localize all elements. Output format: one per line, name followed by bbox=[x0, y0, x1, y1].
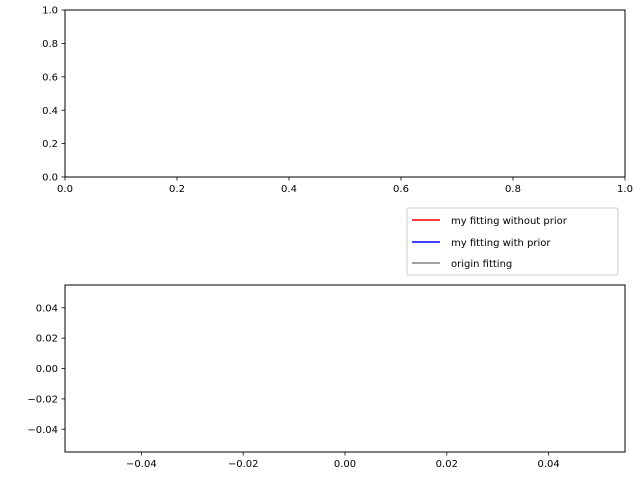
bottom-axes-y-ticks: −0.04 −0.02 0.00 0.02 0.04 bbox=[27, 303, 65, 436]
x-tick-label: 0.0 bbox=[57, 184, 73, 195]
y-tick-label: 0.2 bbox=[42, 139, 58, 150]
legend-entry: my fitting with prior bbox=[412, 238, 551, 249]
x-tick-label: −0.04 bbox=[126, 459, 157, 470]
x-tick-label: 0.04 bbox=[538, 459, 560, 470]
y-tick-label: 0.00 bbox=[36, 364, 58, 375]
y-tick-label: 0.4 bbox=[42, 106, 58, 117]
top-axes-y-ticks: 0.0 0.2 0.4 0.6 0.8 1.0 bbox=[42, 6, 65, 184]
legend-label-without-prior: my fitting without prior bbox=[451, 216, 568, 227]
y-tick-label: 1.0 bbox=[42, 6, 58, 17]
legend-label-with-prior: my fitting with prior bbox=[451, 238, 551, 249]
y-tick-label: 0.8 bbox=[42, 39, 58, 50]
bottom-axes-x-ticks: −0.04 −0.02 0.00 0.02 0.04 bbox=[126, 452, 560, 470]
legend-entry: origin fitting bbox=[412, 259, 512, 270]
y-tick-label: 0.04 bbox=[36, 303, 58, 314]
y-tick-label: −0.02 bbox=[27, 394, 58, 405]
x-tick-label: 0.8 bbox=[505, 184, 521, 195]
legend-frame bbox=[406, 207, 619, 276]
top-axes-x-ticks: 0.0 0.2 0.4 0.6 0.8 1.0 bbox=[57, 177, 633, 195]
top-axes-frame bbox=[64, 9, 626, 178]
x-tick-label: −0.02 bbox=[228, 459, 259, 470]
legend-entry: my fitting without prior bbox=[412, 216, 568, 227]
y-tick-label: −0.04 bbox=[27, 425, 58, 436]
x-tick-label: 0.2 bbox=[169, 184, 185, 195]
y-tick-label: 0.6 bbox=[42, 72, 58, 83]
x-tick-label: 0.02 bbox=[436, 459, 458, 470]
y-tick-label: 0.02 bbox=[36, 334, 58, 345]
x-tick-label: 0.00 bbox=[334, 459, 356, 470]
x-tick-label: 0.4 bbox=[281, 184, 297, 195]
bottom-axes: −0.04 −0.02 0.00 0.02 0.04 −0.04 −0.02 0.00 0.0… bbox=[27, 284, 626, 470]
legend-label-origin: origin fitting bbox=[451, 259, 512, 270]
x-tick-label: 0.6 bbox=[393, 184, 409, 195]
top-axes: 0.0 0.2 0.4 0.6 0.8 1.0 0.0 0.2 0.4 0.6 0.8 1.0 bbox=[42, 6, 633, 195]
legend: my fitting without prior my fitting with… bbox=[406, 207, 619, 276]
x-tick-label: 1.0 bbox=[617, 184, 633, 195]
y-tick-label: 0.0 bbox=[42, 173, 58, 184]
